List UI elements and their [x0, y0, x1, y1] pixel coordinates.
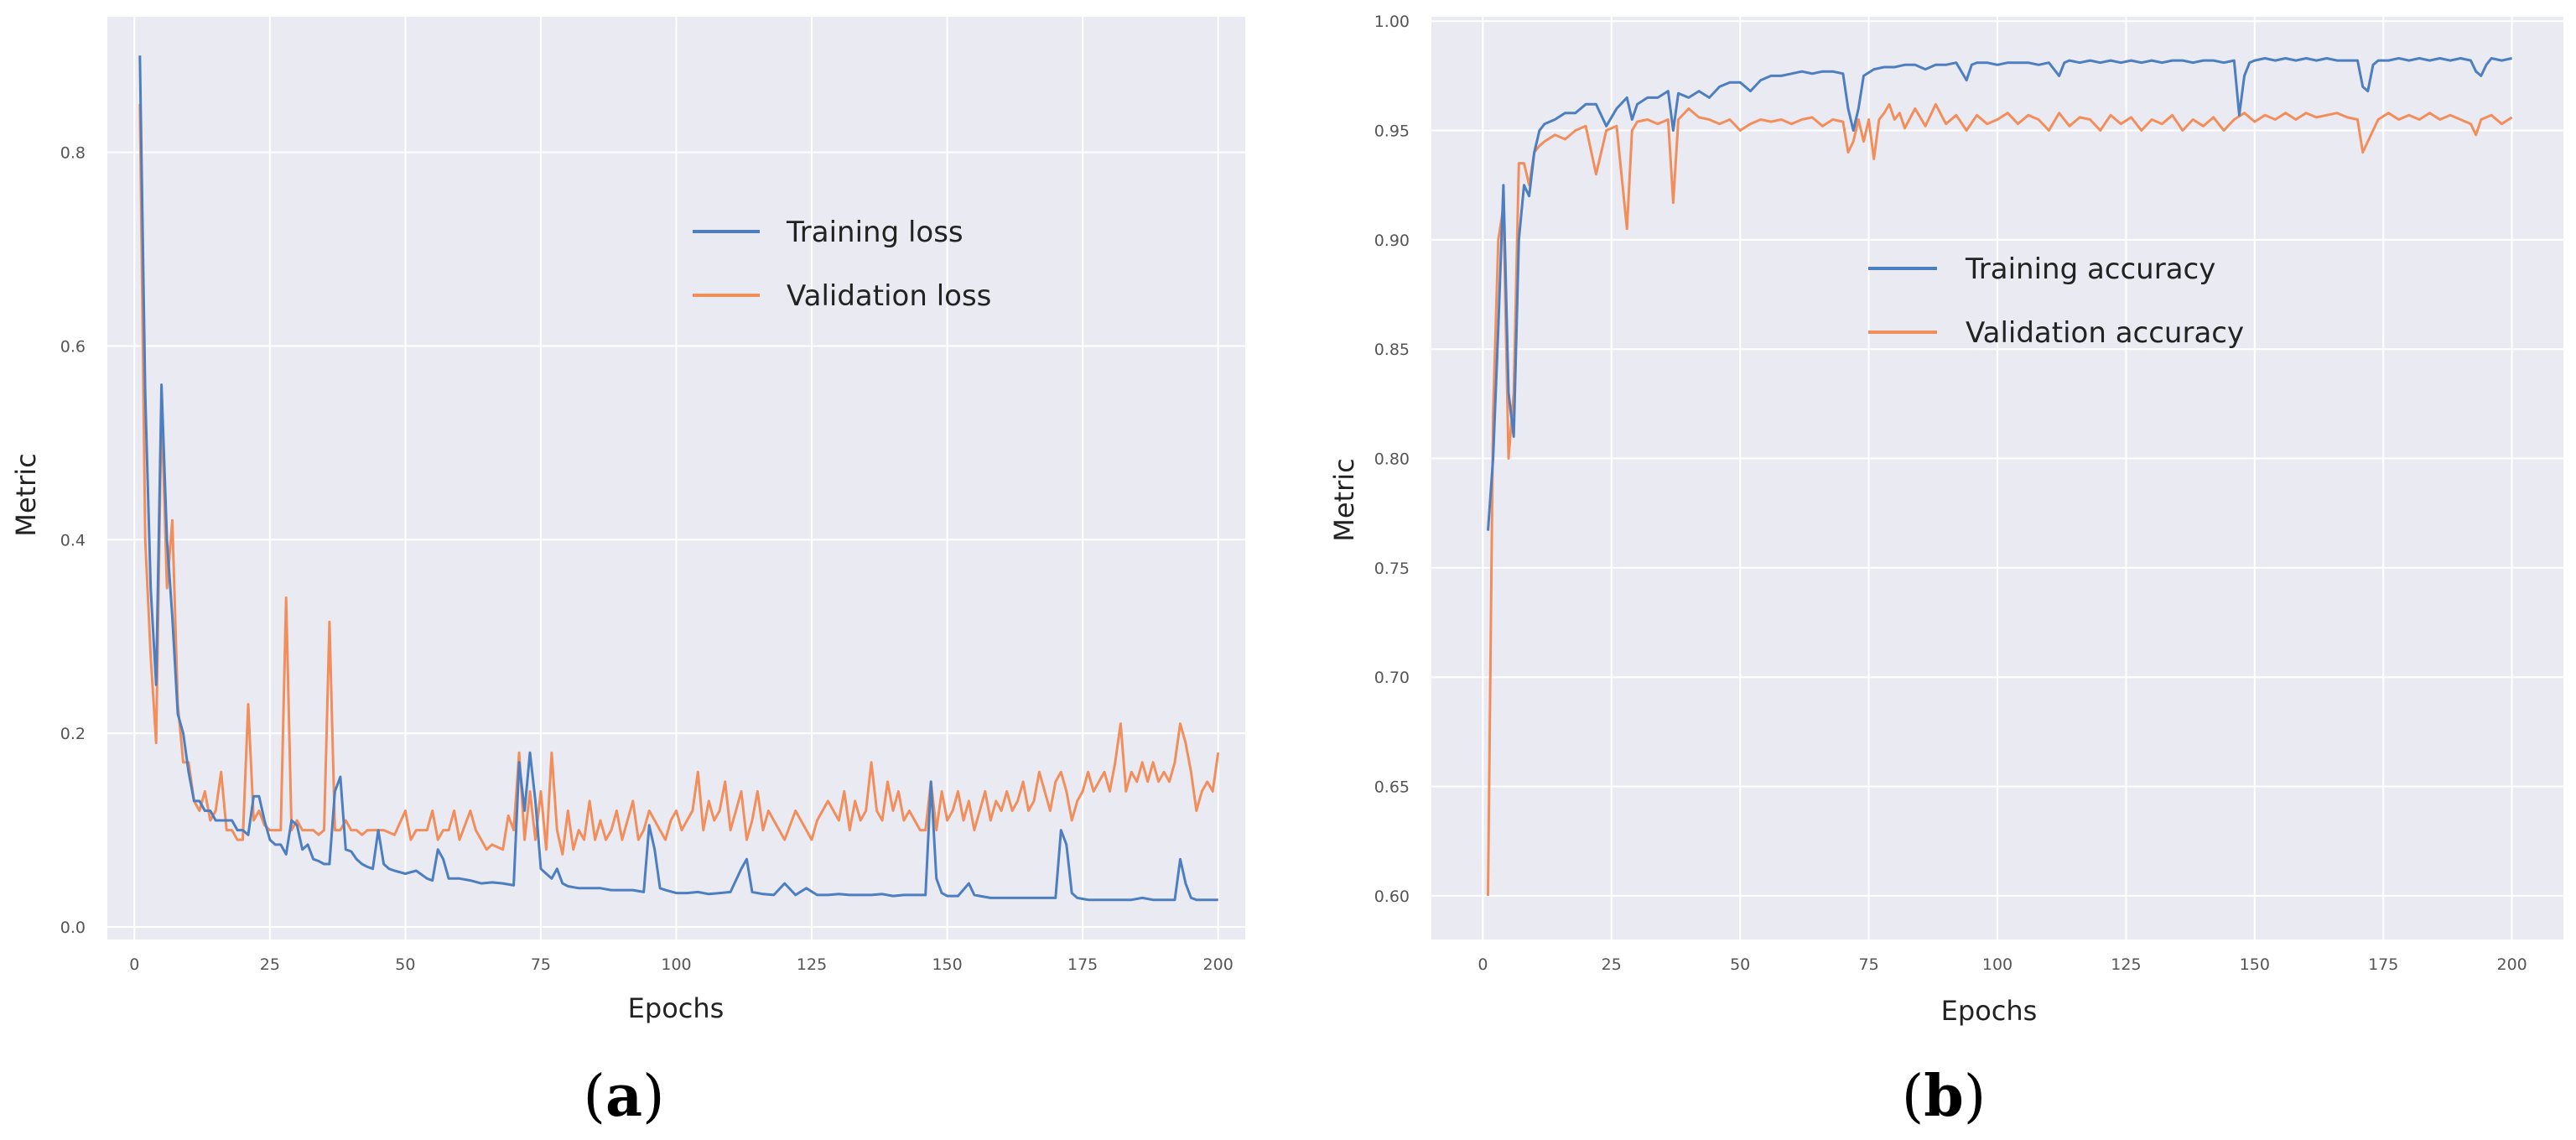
- loss-x-tick-label: 100: [661, 955, 691, 974]
- validation-accuracy-line: [1487, 102, 2513, 896]
- loss-x-tick-label: 175: [1067, 955, 1098, 974]
- loss-x-tick-label: 50: [395, 955, 415, 974]
- accuracy-x-tick-label: 200: [2497, 955, 2527, 974]
- training-accuracy-line: [1487, 57, 2512, 531]
- accuracy-x-tick-label: 50: [1730, 955, 1750, 974]
- accuracy-y-tick-label: 1.00: [1374, 13, 1410, 31]
- accuracy-legend: Training accuracy Validation accuracy: [1868, 252, 2244, 350]
- accuracy-x-tick-label: 150: [2240, 955, 2270, 974]
- loss-x-tick-label: 200: [1203, 955, 1233, 974]
- accuracy-x-tick-label: 100: [1982, 955, 2012, 974]
- loss-gridlines: [107, 17, 1245, 940]
- accuracy-y-tick-label: 0.85: [1374, 341, 1410, 359]
- panel-label-b-letter: b: [1924, 1063, 1964, 1130]
- training-loss-line: [138, 55, 1218, 902]
- accuracy-y-tick-label: 0.95: [1374, 122, 1410, 141]
- loss-x-tick-label: 75: [531, 955, 551, 974]
- legend-validation-accuracy-label: Validation accuracy: [1966, 316, 2244, 350]
- accuracy-gridlines: [1431, 17, 2563, 940]
- accuracy-x-axis-label: Epochs: [1941, 995, 2038, 1027]
- accuracy-x-tick-label: 25: [1602, 955, 1622, 974]
- loss-y-tick-label: 0.8: [60, 144, 86, 163]
- loss-y-tick-label: 0.6: [60, 337, 86, 356]
- accuracy-tick-labels: 0 25 50 75 100 125 150 175 200 0.60 0.65 0.70 0.75 0.…: [1374, 13, 2527, 974]
- accuracy-x-tick-label: 0: [1478, 955, 1488, 974]
- loss-y-axis-label: Metric: [10, 453, 42, 536]
- panel-label-a: (a): [583, 1063, 664, 1130]
- legend-training-accuracy-label: Training accuracy: [1965, 252, 2215, 286]
- accuracy-y-tick-label: 0.65: [1374, 778, 1410, 797]
- accuracy-y-axis-label: Metric: [1328, 458, 1360, 541]
- loss-x-tick-label: 25: [260, 955, 280, 974]
- accuracy-chart-panel: 0 25 50 75 100 125 150 175 200 0.60 0.65 0.70 0.75 0.…: [1328, 13, 2563, 1130]
- loss-series-lines: [138, 55, 1220, 902]
- accuracy-y-tick-label: 0.90: [1374, 232, 1410, 250]
- loss-y-tick-label: 0.4: [60, 531, 86, 549]
- loss-y-tick-label: 0.0: [60, 919, 86, 937]
- accuracy-y-tick-label: 0.80: [1374, 450, 1410, 469]
- panel-label-a-letter: a: [605, 1063, 642, 1130]
- loss-chart-panel: 0 25 50 75 100 125 150 175 200 0.0 0.2 0.4 0.6 0.8 Ep…: [10, 17, 1245, 1130]
- validation-loss-line: [138, 103, 1220, 856]
- loss-legend: Training loss Validation loss: [693, 216, 991, 313]
- accuracy-y-tick-label: 0.70: [1374, 669, 1410, 687]
- loss-x-tick-label: 150: [932, 955, 962, 974]
- loss-y-tick-label: 0.2: [60, 725, 86, 743]
- loss-tick-labels: 0 25 50 75 100 125 150 175 200 0.0 0.2 0.4 0.6 0.8: [60, 144, 1233, 974]
- accuracy-x-tick-label: 75: [1858, 955, 1878, 974]
- loss-x-axis-label: Epochs: [628, 992, 724, 1024]
- accuracy-x-tick-label: 175: [2368, 955, 2398, 974]
- panel-label-b: (b): [1902, 1063, 1987, 1130]
- accuracy-y-tick-label: 0.75: [1374, 560, 1410, 578]
- legend-validation-loss-label: Validation loss: [787, 279, 991, 313]
- accuracy-x-tick-label: 125: [2111, 955, 2141, 974]
- accuracy-y-tick-label: 0.60: [1374, 888, 1410, 906]
- loss-x-tick-label: 125: [797, 955, 827, 974]
- accuracy-series-lines: [1487, 57, 2513, 896]
- legend-training-loss-label: Training loss: [786, 216, 963, 249]
- loss-x-tick-label: 0: [129, 955, 139, 974]
